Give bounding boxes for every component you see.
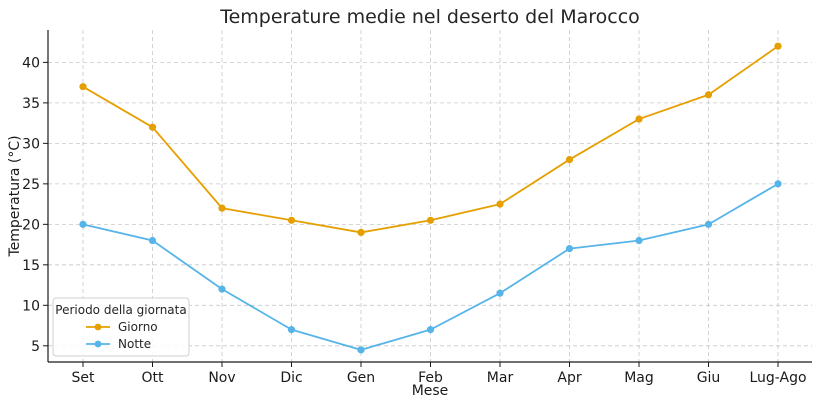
series-notte — [79, 180, 782, 354]
x-tick-label: Nov — [208, 370, 235, 386]
y-tick-label: 5 — [31, 339, 40, 355]
y-tick-label: 30 — [22, 136, 40, 152]
y-axis-label: Temperatura (°C) — [7, 135, 23, 257]
y-tick-label: 35 — [22, 96, 40, 112]
axes: Set Ott Nov Dic Gen Feb Mar Apr Mag Giu Lug-Ago 5 10… — [22, 30, 812, 386]
data-point-giorno — [357, 228, 365, 237]
chart-title: Temperature medie nel deserto del Marocc… — [219, 6, 640, 28]
data-point-notte — [565, 245, 574, 253]
data-point-notte — [357, 346, 365, 354]
data-point-notte — [496, 289, 504, 297]
legend-item-notte: Notte — [86, 337, 151, 351]
data-point-giorno — [148, 123, 157, 131]
series-giorno — [79, 42, 782, 237]
x-tick-label: Gen — [347, 370, 375, 386]
x-tick-label: Mag — [624, 370, 654, 386]
data-point-notte — [218, 285, 226, 293]
x-tick-label: Dic — [280, 370, 302, 386]
x-tick-label: Mar — [487, 370, 514, 386]
x-tick-label: Giu — [697, 370, 721, 386]
data-point-notte — [287, 326, 296, 334]
data-point-notte — [148, 236, 157, 245]
data-point-giorno — [496, 200, 504, 208]
data-point-giorno — [774, 42, 782, 50]
series-layer — [79, 42, 782, 354]
x-tick-label: Set — [72, 370, 96, 386]
y-tick-label: 15 — [22, 258, 40, 274]
data-point-notte — [774, 180, 782, 188]
data-point-notte — [79, 220, 87, 228]
data-point-notte — [426, 326, 435, 334]
data-point-notte — [635, 236, 643, 245]
x-tick-label: Lug-Ago — [749, 370, 806, 386]
x-axis-label: Mese — [412, 383, 449, 399]
legend-title: Periodo della giornata — [55, 303, 186, 317]
data-point-notte — [704, 220, 713, 228]
legend-swatch-marker — [94, 323, 102, 331]
data-point-giorno — [218, 204, 226, 212]
legend: Periodo della giornata Giorno Notte — [52, 297, 190, 357]
y-tick-label: 10 — [22, 298, 40, 314]
x-tick-label: Apr — [557, 370, 581, 386]
y-tick-label: 20 — [22, 217, 40, 233]
legend-swatch-marker — [94, 340, 102, 348]
data-point-giorno — [704, 91, 713, 99]
legend-label: Giorno — [118, 320, 158, 334]
data-point-giorno — [426, 216, 435, 224]
data-point-giorno — [635, 115, 643, 123]
y-tick-label: 40 — [22, 55, 40, 71]
legend-label: Notte — [118, 337, 151, 351]
y-tick-label: 25 — [22, 177, 40, 193]
x-tick-label: Ott — [142, 370, 165, 386]
legend-item-giorno: Giorno — [86, 320, 158, 334]
data-point-giorno — [565, 155, 574, 164]
legend-box — [52, 297, 190, 357]
x-tick-label: Feb — [418, 370, 443, 386]
data-point-giorno — [79, 83, 87, 91]
data-point-giorno — [287, 216, 296, 224]
